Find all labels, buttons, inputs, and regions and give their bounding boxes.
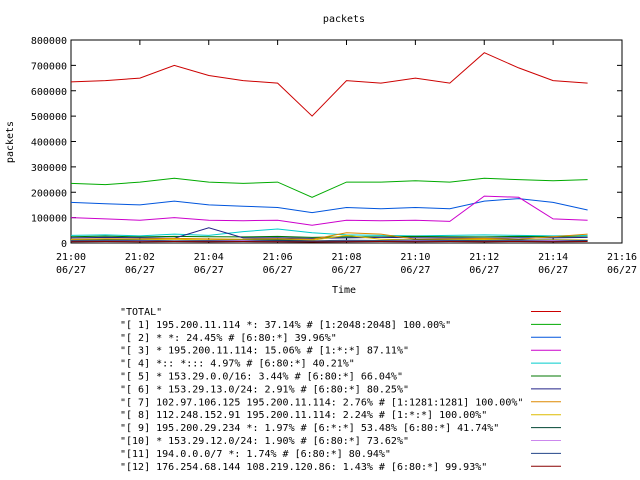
legend-entry-label: "[10] * 153.29.12.0/24: 1.90% # [6:80:*]… [120,436,409,447]
x-tick-label-date: 06/27 [607,265,637,276]
legend-entry-label: "TOTAL" [120,307,162,318]
series-line-4 [70,228,588,237]
x-axis: 21:00 06/27 21:02 06/27 21:04 06/27 21:06 06/27… [56,40,637,276]
x-tick-label-date: 06/27 [331,265,361,276]
y-axis: 0 100000 200000 300000 400000 500000 600000 700… [31,36,622,250]
y-axis-label: packets [5,121,16,163]
series-line-2 [70,198,588,214]
legend-entry-label: "[ 9] 195.200.29.234 *: 1.97% # [6:*:*] … [120,423,499,434]
series-line-8 [70,234,588,241]
chart-title: packets [323,14,365,25]
y-tick-label: 200000 [31,188,67,199]
legend-entry-label: "[ 6] * 153.29.13.0/24: 2.91% # [6:80:*]… [120,384,409,395]
x-tick-label-date: 06/27 [538,265,568,276]
legend: "TOTAL" "[ 1] 195.200.11.114 *: 37.14% # … [120,307,561,473]
series-line-1 [70,177,588,198]
y-tick-label: 700000 [31,61,67,72]
x-tick-label-date: 06/27 [56,265,86,276]
x-tick-label-date: 06/27 [194,265,224,276]
series-line-12 [70,240,588,243]
series-line-11 [70,240,588,243]
x-tick-label-time: 21:08 [331,252,361,263]
series-line-3 [70,195,588,226]
x-tick-label-time: 21:06 [263,252,293,263]
x-tick-label-date: 06/27 [263,265,293,276]
legend-entry-label: "[ 3] * 195.200.11.114: 15.06% # [1:*:*]… [120,346,409,357]
legend-entry-label: "[ 4] *:: *::: 4.97% # [6:80:*] 40.21%" [120,359,355,370]
legend-entry-label: "[11] 194.0.0.0/7 *: 1.74% # [6:80:*] 80… [120,449,391,460]
x-tick-label-date: 06/27 [400,265,430,276]
x-tick-label-time: 21:12 [469,252,499,263]
y-tick-label: 800000 [31,36,67,47]
series-lines [70,52,588,243]
x-tick-label-time: 21:04 [194,252,224,263]
legend-entry-label: "[ 7] 102.97.106.125 195.200.11.114: 2.7… [120,397,523,408]
y-tick-label: 500000 [31,112,67,123]
series-line-5 [70,235,588,238]
legend-entry-label: "[12] 176.254.68.144 108.219.120.86: 1.4… [120,462,487,473]
x-tick-label-time: 21:14 [538,252,568,263]
y-tick-label: 300000 [31,163,67,174]
legend-entry-label: "[ 2] * *: 24.45% # [6:80:*] 39.96%" [120,333,337,344]
x-axis-label: Time [332,285,356,296]
y-tick-label: 400000 [31,138,67,149]
x-tick-label-time: 21:16 [607,252,637,263]
x-tick-label-time: 21:00 [56,252,86,263]
series-line-7 [70,232,588,240]
series-line-0 [70,52,588,117]
x-tick-label-date: 06/27 [125,265,155,276]
legend-entry-label: "[ 5] * 153.29.0.0/16: 3.44% # [6:80:*] … [120,372,403,383]
x-tick-label-time: 21:10 [400,252,430,263]
x-tick-label-date: 06/27 [469,265,499,276]
y-tick-label: 0 [61,239,67,250]
legend-entry-label: "[ 1] 195.200.11.114 *: 37.14% # [1:2048… [120,320,451,331]
legend-entry-label: "[ 8] 112.248.152.91 195.200.11.114: 2.2… [120,410,487,421]
x-tick-label-time: 21:02 [125,252,155,263]
plot-frame [70,39,623,244]
y-tick-label: 600000 [31,87,67,98]
y-tick-label: 100000 [31,214,67,225]
